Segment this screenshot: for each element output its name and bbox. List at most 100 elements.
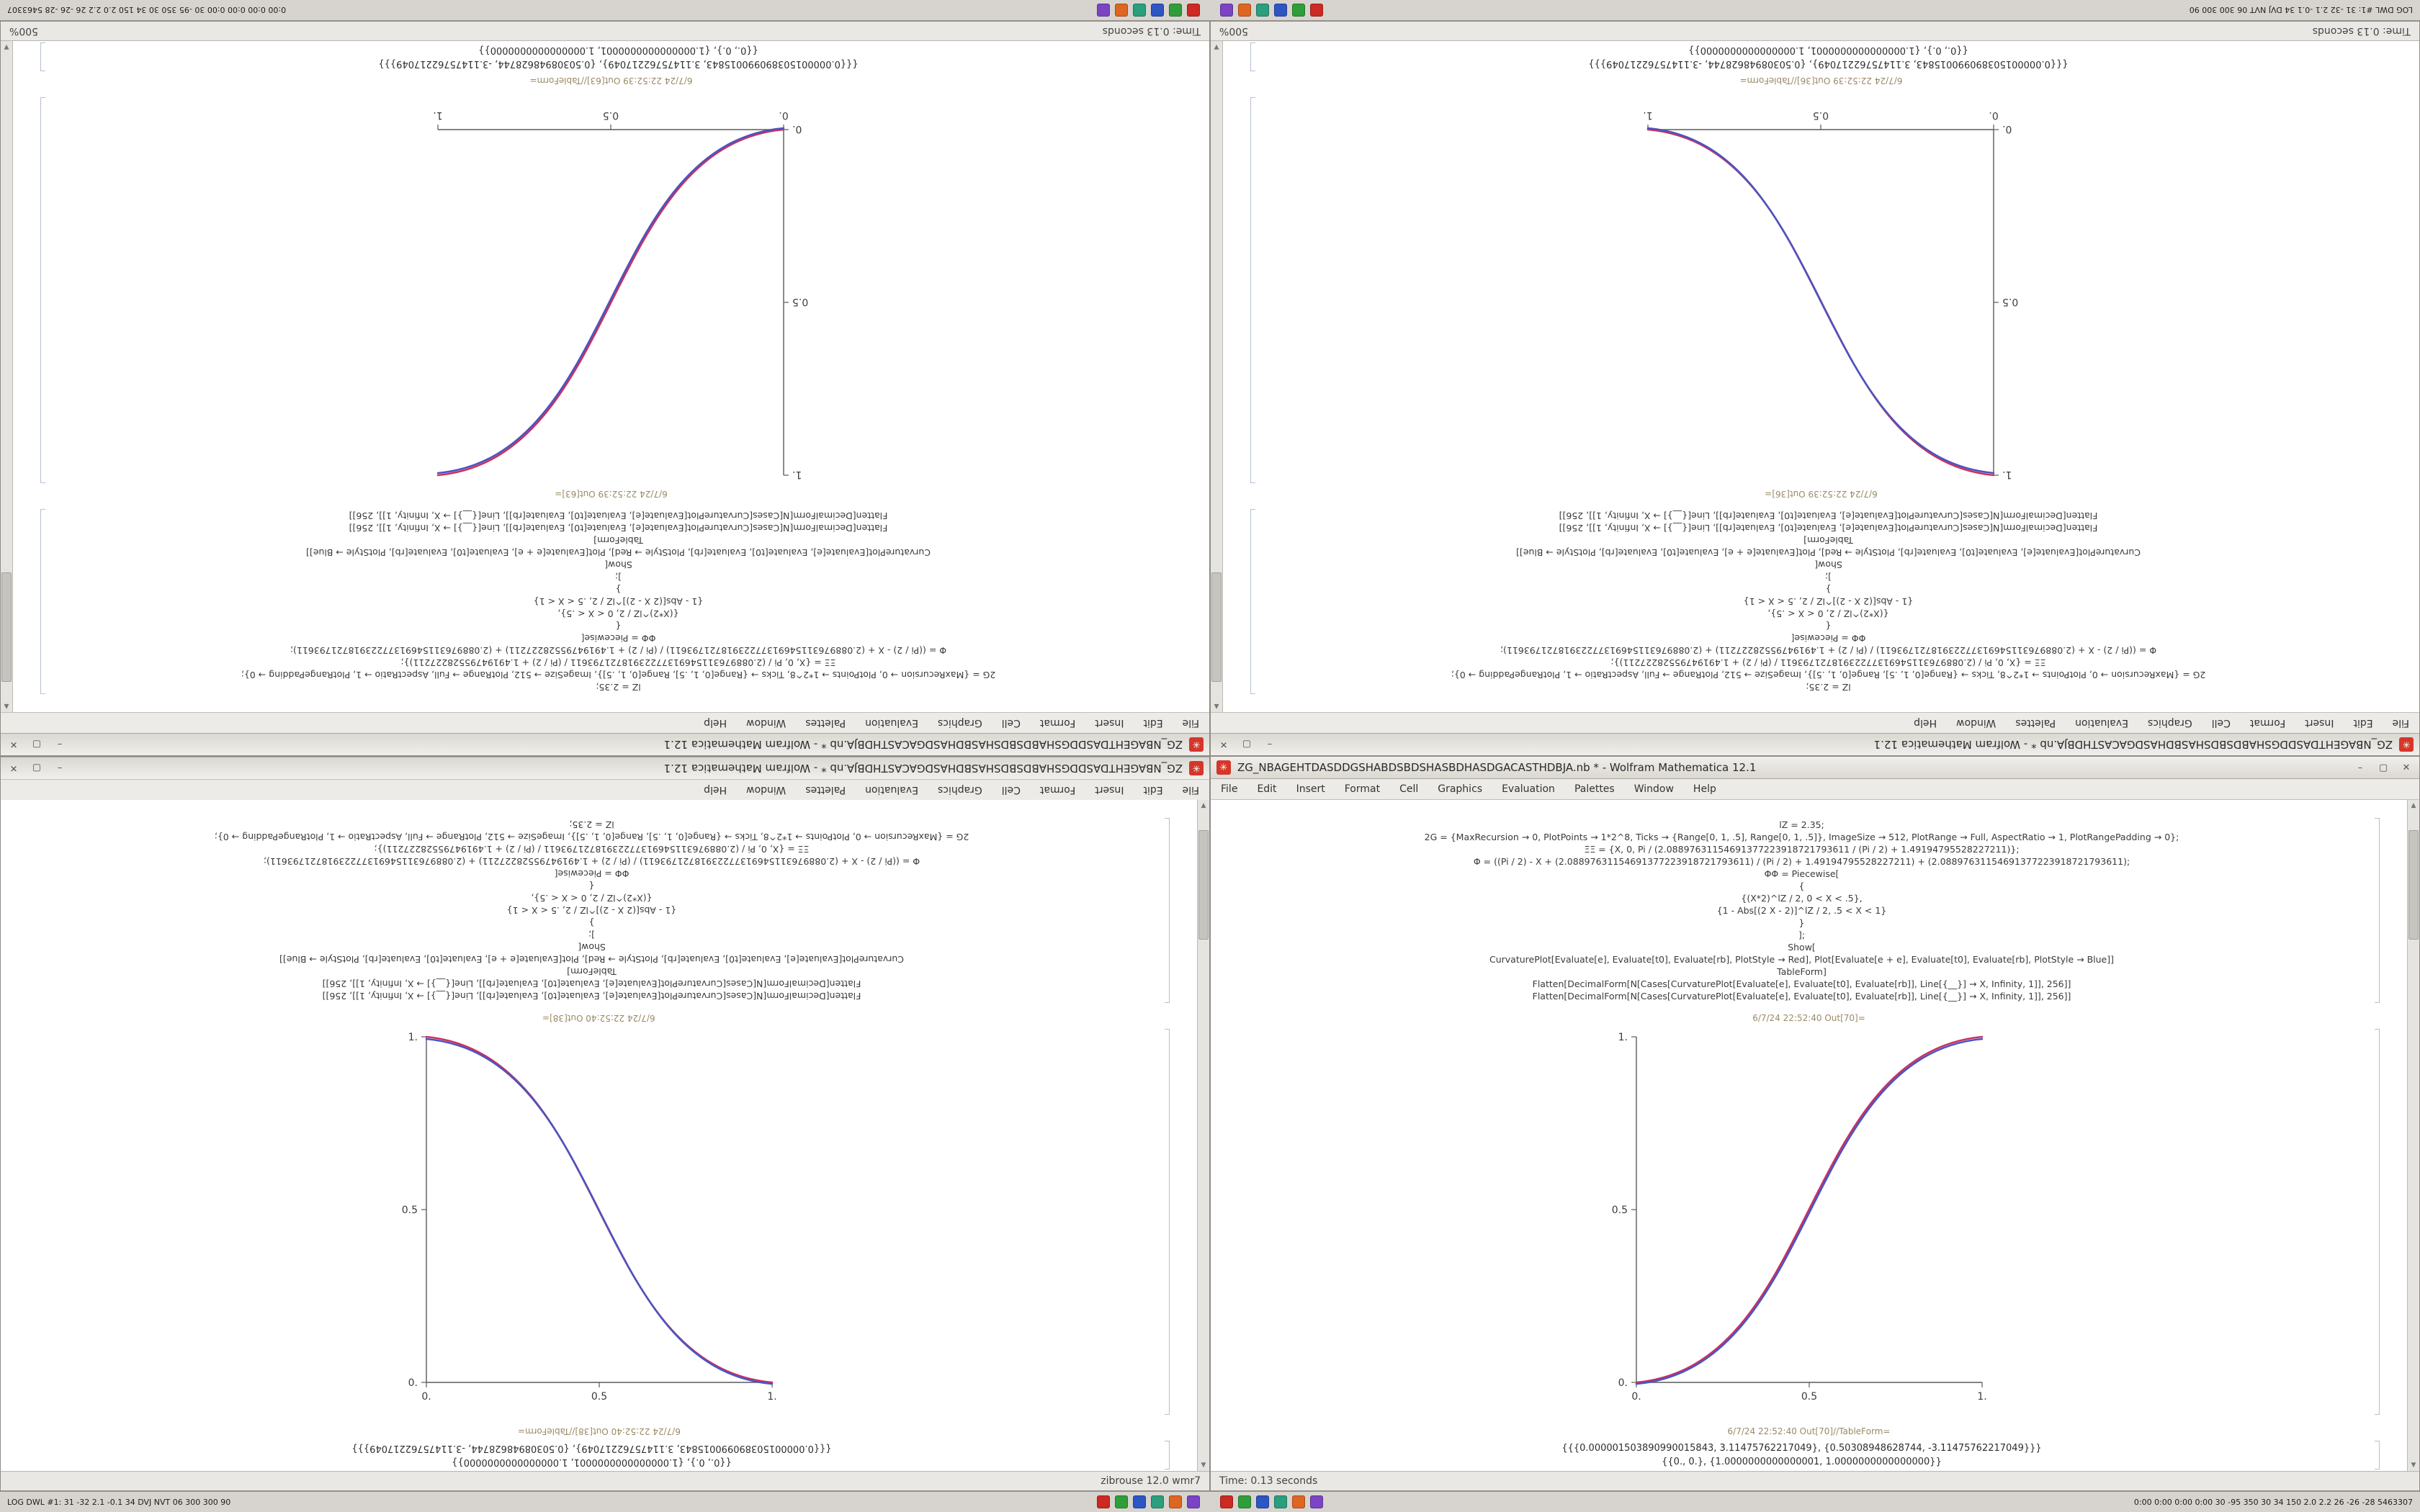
- code-line[interactable]: {: [615, 621, 622, 631]
- scroll-down-icon[interactable]: ▼: [2411, 1462, 2416, 1469]
- code-line[interactable]: ΦΦ = Piecewise[: [581, 633, 656, 644]
- code-line[interactable]: Flatten[DecimalForm[N[Cases[CurvaturePlo…: [322, 978, 861, 989]
- scrollbar-thumb[interactable]: [1198, 830, 1209, 940]
- code-line[interactable]: Flatten[DecimalForm[N[Cases[CurvaturePlo…: [349, 510, 888, 521]
- tray-icon-blue[interactable]: [1274, 4, 1287, 17]
- tray-icon-teal[interactable]: [1274, 1495, 1287, 1508]
- tray-icon-orange[interactable]: [1292, 1495, 1305, 1508]
- menu-item-palettes[interactable]: Palettes: [805, 784, 846, 796]
- code-line[interactable]: Show[: [1788, 942, 1816, 953]
- tray-icon-green[interactable]: [1169, 4, 1182, 17]
- tray-icon-blue[interactable]: [1256, 1495, 1269, 1508]
- close-button[interactable]: ✕: [1219, 739, 1228, 750]
- code-line[interactable]: 2G = {MaxRecursion → 0, PlotPoints → 1*2…: [241, 670, 996, 680]
- tray-icon-violet[interactable]: [1220, 4, 1233, 17]
- vertical-scrollbar[interactable]: ▲ ▼: [1211, 41, 1223, 712]
- scroll-down-icon[interactable]: ▼: [1214, 43, 1219, 50]
- vertical-scrollbar[interactable]: ▲ ▼: [1197, 800, 1209, 1471]
- plot-cell[interactable]: 0. 0.5 1. 0. 0.5 1.: [35, 96, 1188, 484]
- code-line[interactable]: 2G = {MaxRecursion → 0, PlotPoints → 1*2…: [1451, 670, 2206, 680]
- code-line[interactable]: ];: [1824, 572, 1832, 582]
- code-line[interactable]: Flatten[DecimalForm[N[Cases[CurvaturePlo…: [349, 523, 888, 534]
- menu-item-graphics[interactable]: Graphics: [2147, 717, 2192, 729]
- code-line[interactable]: TableForm]: [1803, 535, 1853, 546]
- minimize-button[interactable]: –: [57, 739, 63, 750]
- input-cell[interactable]: lZ = 2.35; 2G = {MaxRecursion → 0, PlotPo…: [1245, 508, 2398, 695]
- code-line[interactable]: ΦΦ = Piecewise[: [1764, 868, 1839, 879]
- code-line[interactable]: Flatten[DecimalForm[N[Cases[CurvaturePlo…: [322, 991, 861, 1002]
- menu-item-edit[interactable]: Edit: [1257, 783, 1277, 795]
- menu-item-graphics[interactable]: Graphics: [937, 784, 982, 796]
- menu-item-file[interactable]: File: [1182, 717, 1199, 729]
- taskbar[interactable]: 0:00 0:00 0:00 0:00 30 -95 350 30 34 150…: [0, 0, 1210, 21]
- title-bar[interactable]: ✳ ZG_NBAGEHTDASDDGSHABDSBDSHASBDHASDGACA…: [1211, 733, 2419, 755]
- maximize-button[interactable]: ▢: [2378, 762, 2388, 773]
- tray-icon-green[interactable]: [1115, 1495, 1128, 1508]
- menu-item-cell[interactable]: Cell: [1001, 717, 1021, 729]
- tray-icon-orange[interactable]: [1238, 4, 1251, 17]
- menu-item-cell[interactable]: Cell: [2211, 717, 2231, 729]
- menu-item-insert[interactable]: Insert: [1095, 717, 1124, 729]
- menu-item-help[interactable]: Help: [704, 717, 727, 729]
- menu-item-edit[interactable]: Edit: [1143, 784, 1163, 796]
- menu-item-edit[interactable]: Edit: [1143, 717, 1163, 729]
- menu-item-palettes[interactable]: Palettes: [1574, 783, 1615, 795]
- menu-item-format[interactable]: Format: [1039, 717, 1076, 729]
- input-cell[interactable]: lZ = 2.35; 2G = {MaxRecursion → 0, PlotPo…: [1232, 817, 2385, 1004]
- tray-icon-blue[interactable]: [1133, 1495, 1146, 1508]
- title-bar[interactable]: ✳ ZG_NBAGEHTDASDDGSHABDSBDSHASBDHASDGACA…: [1, 733, 1209, 755]
- vertical-scrollbar[interactable]: ▲ ▼: [1, 41, 13, 712]
- code-line[interactable]: ΦΦ = Piecewise[: [1791, 633, 1866, 644]
- menu-item-window[interactable]: Window: [746, 784, 786, 796]
- code-line[interactable]: Flatten[DecimalForm[N[Cases[CurvaturePlo…: [1559, 523, 2098, 534]
- menu-item-cell[interactable]: Cell: [1001, 784, 1021, 796]
- scroll-down-icon[interactable]: ▼: [4, 43, 9, 50]
- scroll-up-icon[interactable]: ▲: [1201, 802, 1206, 809]
- scroll-up-icon[interactable]: ▲: [1214, 703, 1219, 710]
- menu-item-evaluation[interactable]: Evaluation: [865, 784, 918, 796]
- menu-item-window[interactable]: Window: [1634, 783, 1674, 795]
- code-line[interactable]: {(X*2)^lZ / 2, 0 < X < .5},: [531, 893, 653, 904]
- code-line[interactable]: Φ = ((Pi / 2) - X + (2.08897631154691377…: [1500, 645, 2157, 656]
- code-line[interactable]: ];: [1798, 930, 1806, 940]
- close-button[interactable]: ✕: [9, 762, 18, 774]
- code-line[interactable]: {1 - Abs[(2 X - 2)]^lZ / 2, .5 < X < 1}: [506, 905, 677, 916]
- code-line[interactable]: ΞΞ = {X, 0, Pi / (2.08897631154691377223…: [400, 657, 836, 668]
- code-line[interactable]: {: [1798, 881, 1805, 891]
- menu-item-format[interactable]: Format: [2249, 717, 2286, 729]
- maximize-button[interactable]: ▢: [1242, 739, 1252, 750]
- code-line[interactable]: Φ = ((Pi / 2) - X + (2.08897631154691377…: [290, 645, 947, 656]
- menu-item-help[interactable]: Help: [1693, 783, 1716, 795]
- minimize-button[interactable]: –: [1267, 739, 1273, 750]
- code-line[interactable]: {(X*2)^lZ / 2, 0 < X < .5},: [557, 608, 679, 619]
- code-line[interactable]: 2G = {MaxRecursion → 0, PlotPoints → 1*2…: [214, 832, 969, 842]
- plot-cell[interactable]: 0. 0.5 1. 0. 0.5 1.: [1245, 96, 2398, 484]
- code-line[interactable]: CurvaturePlot[Evaluate[e], Evaluate[t0],…: [279, 954, 904, 965]
- menu-item-insert[interactable]: Insert: [2305, 717, 2334, 729]
- menu-item-cell[interactable]: Cell: [1399, 783, 1419, 795]
- taskbar[interactable]: LOG DWL #1: 31 -32 2.1 -0.1 34 DVJ NVT 0…: [1210, 0, 2420, 21]
- code-line[interactable]: ];: [588, 930, 596, 940]
- code-line[interactable]: ΦΦ = Piecewise[: [554, 868, 629, 879]
- code-line[interactable]: }: [615, 584, 622, 595]
- close-button[interactable]: ✕: [9, 739, 18, 750]
- code-line[interactable]: TableForm]: [1777, 966, 1827, 977]
- code-line[interactable]: TableForm]: [593, 535, 643, 546]
- title-bar[interactable]: ✳ ZG_NBAGEHTDASDDGSHABDSBDSHASBDHASDGACA…: [1211, 757, 2419, 779]
- code-line[interactable]: Flatten[DecimalForm[N[Cases[CurvaturePlo…: [1532, 978, 2071, 989]
- menu-item-palettes[interactable]: Palettes: [2015, 717, 2056, 729]
- menu-item-window[interactable]: Window: [1956, 717, 1996, 729]
- code-line[interactable]: lZ = 2.35;: [569, 819, 614, 830]
- output-cell[interactable]: {{{0.000001503890990015843, 3.1147576221…: [1245, 42, 2398, 72]
- code-line[interactable]: lZ = 2.35;: [596, 682, 641, 693]
- tray-icon-orange[interactable]: [1115, 4, 1128, 17]
- tray-icon-red[interactable]: [1220, 1495, 1233, 1508]
- code-line[interactable]: }: [1798, 917, 1805, 928]
- code-line[interactable]: Flatten[DecimalForm[N[Cases[CurvaturePlo…: [1559, 510, 2098, 521]
- menu-item-graphics[interactable]: Graphics: [1438, 783, 1483, 795]
- menu-item-file[interactable]: File: [1182, 784, 1199, 796]
- code-line[interactable]: ΞΞ = {X, 0, Pi / (2.08897631154691377223…: [374, 844, 810, 855]
- menu-item-evaluation[interactable]: Evaluation: [2075, 717, 2128, 729]
- menu-item-palettes[interactable]: Palettes: [805, 717, 846, 729]
- output-cell[interactable]: {{{0.000001503890990015843, 3.1147576221…: [35, 42, 1188, 72]
